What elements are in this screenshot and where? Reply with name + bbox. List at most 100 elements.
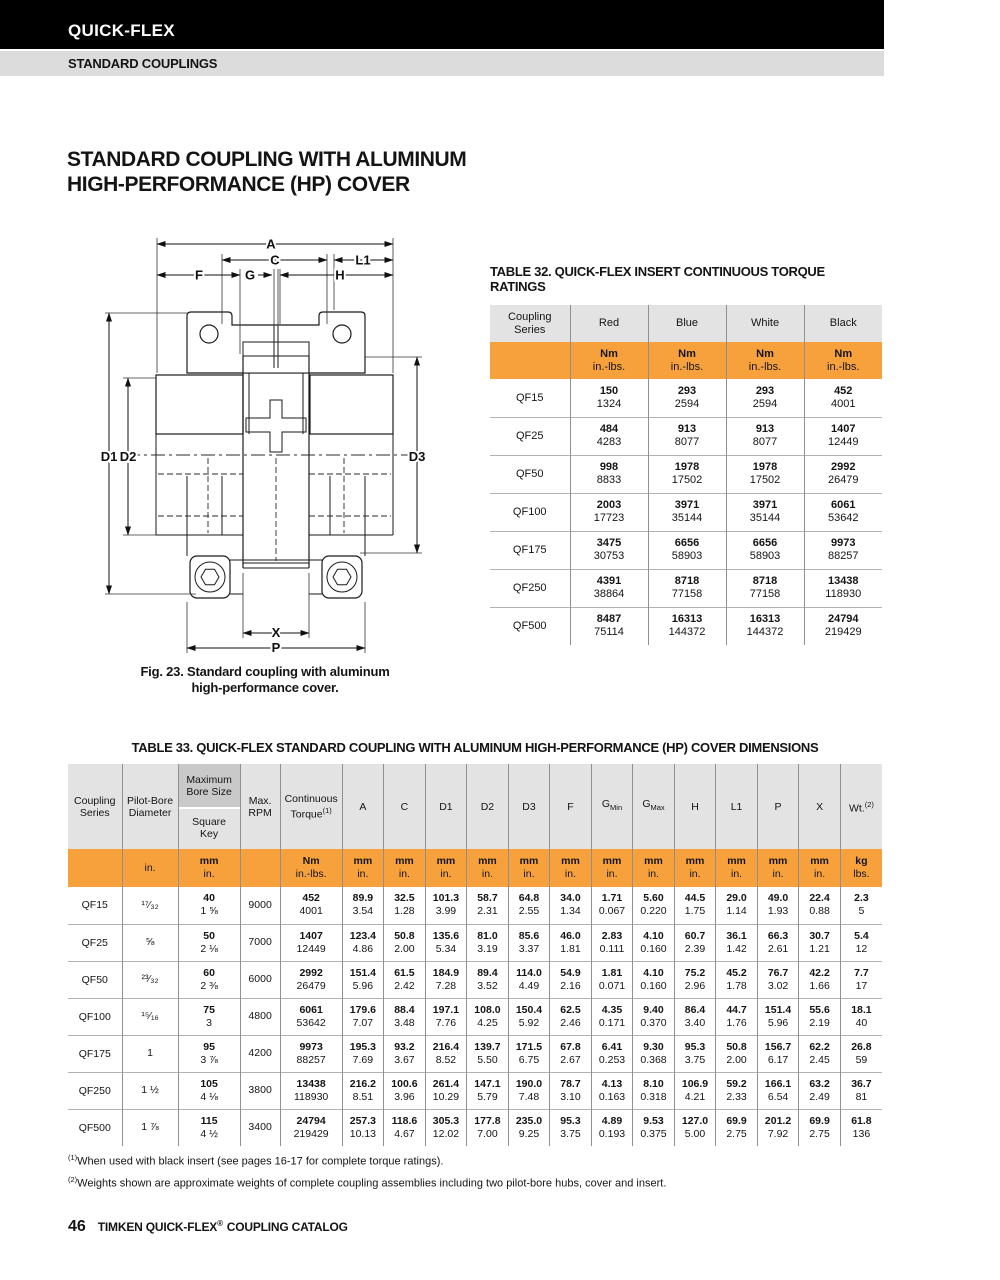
torque-cell: 2992 26479 (803, 454, 882, 493)
dim-cell: 114.0 4.49 (507, 960, 550, 998)
figure-caption-line1: Fig. 23. Standard coupling with aluminum (140, 664, 390, 679)
dim-cell: 171.5 6.75 (507, 1034, 550, 1072)
pilot-bore-cell: ¹⁵⁄₁₆ (121, 997, 179, 1035)
value-pair: 9.30 0.368 (640, 1040, 667, 1066)
value-pair: ¹⁷⁄₃₂ (141, 898, 159, 911)
dim-cell: 101.3 3.99 (424, 887, 467, 924)
pilot-bore-cell: ²³⁄₃₂ (121, 960, 179, 998)
value-pair: 195.3 7.69 (349, 1040, 377, 1066)
value-pair: 76.7 3.02 (767, 966, 789, 992)
value-pair: 95.3 3.75 (560, 1114, 581, 1140)
dim-cell: 78.7 3.10 (549, 1071, 592, 1109)
value-pair: mm in. (353, 855, 373, 880)
value-pair: 177.8 7.00 (474, 1114, 501, 1140)
value-pair: 151.4 5.96 (764, 1003, 792, 1029)
value-pair: 22.4 0.88 (809, 892, 830, 918)
column-header-continuous-torque: Continuous Torque(1) (279, 764, 343, 849)
value-pair: 54.9 2.16 (560, 966, 581, 992)
value-pair: ¹⁵⁄₁₆ (141, 1010, 159, 1022)
dim-label-x: X (272, 625, 281, 640)
value-pair: 305.3 12.02 (432, 1114, 460, 1140)
torque-cell: 13438 118930 (279, 1071, 343, 1109)
value-pair: 62.2 2.45 (809, 1040, 830, 1066)
value-pair: in. (144, 861, 156, 874)
value-pair: 13438 118930 (293, 1077, 329, 1103)
dim-cell: 36.1 1.42 (715, 923, 758, 961)
value-pair: 4.10 0.160 (640, 929, 667, 955)
value-pair: 93.2 3.67 (394, 1040, 415, 1066)
column-header-blue: Blue (647, 305, 726, 342)
column-header-f: F (549, 764, 592, 849)
value-pair: mm in. (727, 855, 746, 880)
cover-cross-section (186, 311, 366, 374)
dim-cell: 108.0 4.25 (466, 997, 509, 1035)
pilot-bore-cell: ⅝ (121, 923, 179, 961)
footnotes: (1)When used with black insert (see page… (68, 1149, 666, 1192)
dim-cell: 61.5 2.42 (383, 960, 426, 998)
value-pair: 151.4 5.96 (349, 966, 377, 992)
value-pair: 58.7 2.31 (477, 892, 498, 918)
torque-cell: 3971 35144 (647, 492, 726, 531)
torque-cell: 452 4001 (803, 379, 882, 417)
value-pair: 34.0 1.34 (560, 892, 581, 918)
torque-cell: 484 4283 (569, 416, 648, 455)
value-pair: 7.7 17 (854, 966, 869, 992)
value-pair: 118.6 4.67 (391, 1114, 418, 1140)
value-pair: 9000 (248, 898, 272, 911)
value-pair: 44.7 1.76 (726, 1003, 747, 1029)
value-pair: 150 1324 (596, 384, 622, 410)
value-pair: 50.8 2.00 (726, 1040, 747, 1066)
unit-cell: mm in. (549, 849, 592, 887)
dim-cell: 118.6 4.67 (383, 1108, 426, 1146)
dim-cell: 58.7 2.31 (466, 887, 509, 924)
table32-title: TABLE 32. QUICK-FLEX INSERT CONTINUOUS T… (490, 264, 825, 294)
series-cell: QF175 (490, 530, 570, 569)
value-pair: mm in. (395, 855, 414, 880)
column-header-h: H (673, 764, 716, 849)
value-pair: 1.71 0.067 (598, 892, 626, 918)
value-pair: 24794 219429 (293, 1114, 329, 1140)
value-pair: ⅝ (145, 936, 155, 948)
value-pair: 2.3 5 (854, 892, 869, 918)
dim-label-g: G (245, 268, 255, 283)
figure-caption: Fig. 23. Standard coupling with aluminum… (50, 664, 480, 696)
column-header-red: Red (569, 305, 648, 342)
value-pair: 13438 118930 (825, 575, 862, 600)
torque-cell: 9973 88257 (279, 1034, 343, 1072)
value-pair: 63.2 2.49 (809, 1077, 830, 1103)
value-pair: 3971 35144 (749, 499, 781, 524)
dim-cell: 4.13 0.163 (590, 1071, 633, 1109)
dim-cell: 50.8 2.00 (715, 1034, 758, 1072)
torque-cell: 6061 53642 (803, 492, 882, 531)
unit-cell: Nm in.-lbs. (725, 342, 804, 379)
value-pair: 166.1 6.54 (764, 1077, 792, 1103)
bolt-boss-right (321, 555, 363, 599)
torque-cell: 6061 53642 (279, 997, 343, 1035)
coupling-figure: A C L1 F G H D1 D2 D3 X P (60, 228, 480, 658)
value-pair: 4200 (248, 1047, 272, 1059)
lug-hole-left (199, 324, 219, 344)
value-pair: 8718 77158 (749, 575, 781, 600)
dim-cell: 32.5 1.28 (383, 887, 426, 924)
value-pair: 60 2 ⅜ (200, 966, 218, 992)
unit-cell: Nm in.-lbs. (803, 342, 882, 379)
dim-cell: 100.6 3.96 (383, 1071, 426, 1109)
dim-cell: 197.1 7.76 (424, 997, 467, 1035)
value-pair: 123.4 4.86 (349, 929, 377, 955)
value-pair: 24794 219429 (824, 613, 862, 639)
dimension-row: QF50 ²³⁄₃₂ 60 2 ⅜ 6000 2992 26479 151.4 5.96 61.5… (68, 960, 882, 998)
series-cell: QF15 (81, 899, 108, 912)
column-header-x: X (798, 764, 841, 849)
dimensions-section: TABLE 33. QUICK-FLEX STANDARD COUPLING W… (68, 740, 882, 1146)
dim-cell: 9.30 0.368 (632, 1034, 675, 1072)
dim-cell: 166.1 6.54 (756, 1071, 799, 1109)
dim-cell: 49.0 1.93 (756, 887, 799, 924)
dimensions-table: Coupling Series Pilot-Bore Diameter Maxi… (68, 764, 882, 1146)
value-pair: 2003 17723 (593, 499, 625, 524)
value-pair: mm in. (644, 855, 663, 880)
value-pair: 452 4001 (831, 384, 856, 410)
torque-row: QF500 8487 75114 16313 144372 16313 144372 2479… (490, 606, 882, 645)
dim-cell: 44.5 1.75 (673, 887, 716, 924)
max-bore-cell: 115 4 ½ (177, 1108, 241, 1146)
unit-cell: mm in. (673, 849, 716, 887)
